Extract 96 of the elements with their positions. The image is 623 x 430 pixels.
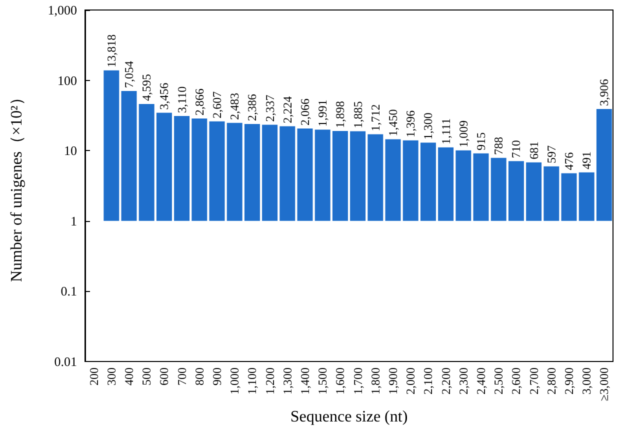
y-tick-label: 10 [64, 143, 77, 158]
bar [192, 118, 208, 221]
y-axis-title: Number of unigenes（×10²） [8, 90, 26, 282]
bar [544, 166, 560, 221]
x-tick-label: 1,200 [262, 368, 277, 395]
bar [368, 134, 384, 221]
x-tick-label: 2,000 [404, 368, 418, 395]
annotation: 2,386 [245, 94, 260, 122]
bar [561, 173, 577, 221]
annotation: 681 [526, 141, 541, 160]
annotation: 1,450 [386, 109, 400, 136]
bar [385, 139, 401, 221]
annotation: 3,456 [157, 82, 172, 110]
x-tick-label: 1,300 [280, 368, 294, 395]
x-tick-label: 1,600 [333, 368, 348, 395]
bar [508, 161, 524, 221]
annotation: 2,224 [280, 96, 294, 124]
bar [332, 131, 348, 221]
x-axis-title: Sequence size (nt) [290, 408, 408, 426]
x-tick-label: 2,200 [438, 368, 453, 395]
y-tick-label: 0.1 [60, 284, 77, 299]
y-tick-label: 100 [58, 72, 77, 88]
annotation: 710 [509, 140, 524, 158]
bar [121, 90, 137, 221]
bar [174, 116, 190, 221]
bar [297, 128, 313, 221]
x-tick-label: 1,700 [350, 368, 365, 395]
annotation: 3,110 [174, 86, 189, 113]
bar [244, 124, 260, 221]
bar [226, 122, 242, 221]
bar [402, 140, 418, 221]
bar [262, 124, 278, 221]
annotation: 4,595 [140, 74, 154, 102]
annotation: 597 [544, 145, 558, 164]
annotation: 1,712 [368, 104, 382, 132]
annotation: 2,337 [262, 94, 277, 122]
bar [156, 112, 172, 221]
x-tick-label: 2,500 [492, 368, 506, 395]
x-tick-label: 2,100 [421, 368, 436, 395]
bar [596, 109, 612, 221]
bar [138, 104, 154, 221]
annotation: 2,066 [298, 98, 312, 126]
annotation: 3,906 [597, 79, 612, 106]
annotation: 915 [474, 132, 488, 150]
annotation: 2,607 [210, 91, 224, 118]
bar [438, 147, 454, 221]
annotation: 788 [492, 136, 506, 155]
annotation: 7,054 [122, 60, 136, 88]
annotation: 1,009 [456, 120, 470, 148]
y-tick-label: 1,000 [48, 2, 77, 18]
x-tick-label: 2,600 [509, 368, 524, 395]
x-tick-label: 600 [157, 368, 172, 386]
x-tick-label: 300 [104, 368, 118, 386]
x-tick-label: 1,100 [245, 368, 260, 395]
x-tick-label: 500 [140, 368, 154, 386]
annotation: 2,866 [192, 88, 206, 116]
annotation: 491 [580, 151, 594, 170]
x-tick-label: 800 [192, 368, 206, 386]
x-tick-label: 1,800 [368, 368, 382, 395]
x-tick-label: 3,000 [580, 368, 594, 395]
bar [526, 162, 542, 221]
bar [420, 142, 436, 221]
annotation: 1,300 [421, 112, 436, 140]
x-tick-label: 700 [174, 368, 189, 386]
x-tick-label: 2,400 [474, 368, 488, 395]
bar [578, 172, 594, 221]
annotation: 1,111 [438, 118, 453, 144]
x-tick-label: 400 [122, 368, 136, 386]
annotation: 1,396 [404, 110, 418, 138]
x-tick-label: 2,900 [562, 368, 576, 395]
bar [473, 153, 489, 221]
y-tick-label: 1 [70, 213, 77, 228]
x-tick-label: 2,700 [526, 368, 541, 395]
annotation: 1,885 [350, 101, 365, 128]
annotation: 2,483 [228, 92, 242, 120]
bar [104, 70, 120, 221]
annotation: 1,991 [316, 100, 330, 127]
x-tick-label: 1,500 [316, 368, 330, 395]
annotation: 13,818 [104, 34, 118, 68]
x-tick-label: 1,400 [298, 368, 312, 395]
x-tick-label: 2,800 [544, 368, 558, 395]
x-tick-label: 1,000 [228, 368, 242, 395]
bar [314, 130, 330, 221]
bar [456, 150, 472, 221]
bar [209, 121, 225, 221]
x-tick-label: 200 [86, 368, 101, 386]
bar [490, 158, 506, 221]
x-tick-label: 900 [210, 368, 224, 386]
bar [280, 126, 296, 221]
x-tick-label: 2,300 [456, 368, 470, 395]
x-tick-label: ≥3,000 [597, 368, 612, 402]
annotation: 476 [562, 152, 576, 170]
bar [350, 131, 366, 221]
annotation: 1,898 [333, 101, 348, 128]
x-tick-label: 1,900 [386, 368, 400, 395]
y-tick-label: 0.01 [54, 354, 77, 370]
